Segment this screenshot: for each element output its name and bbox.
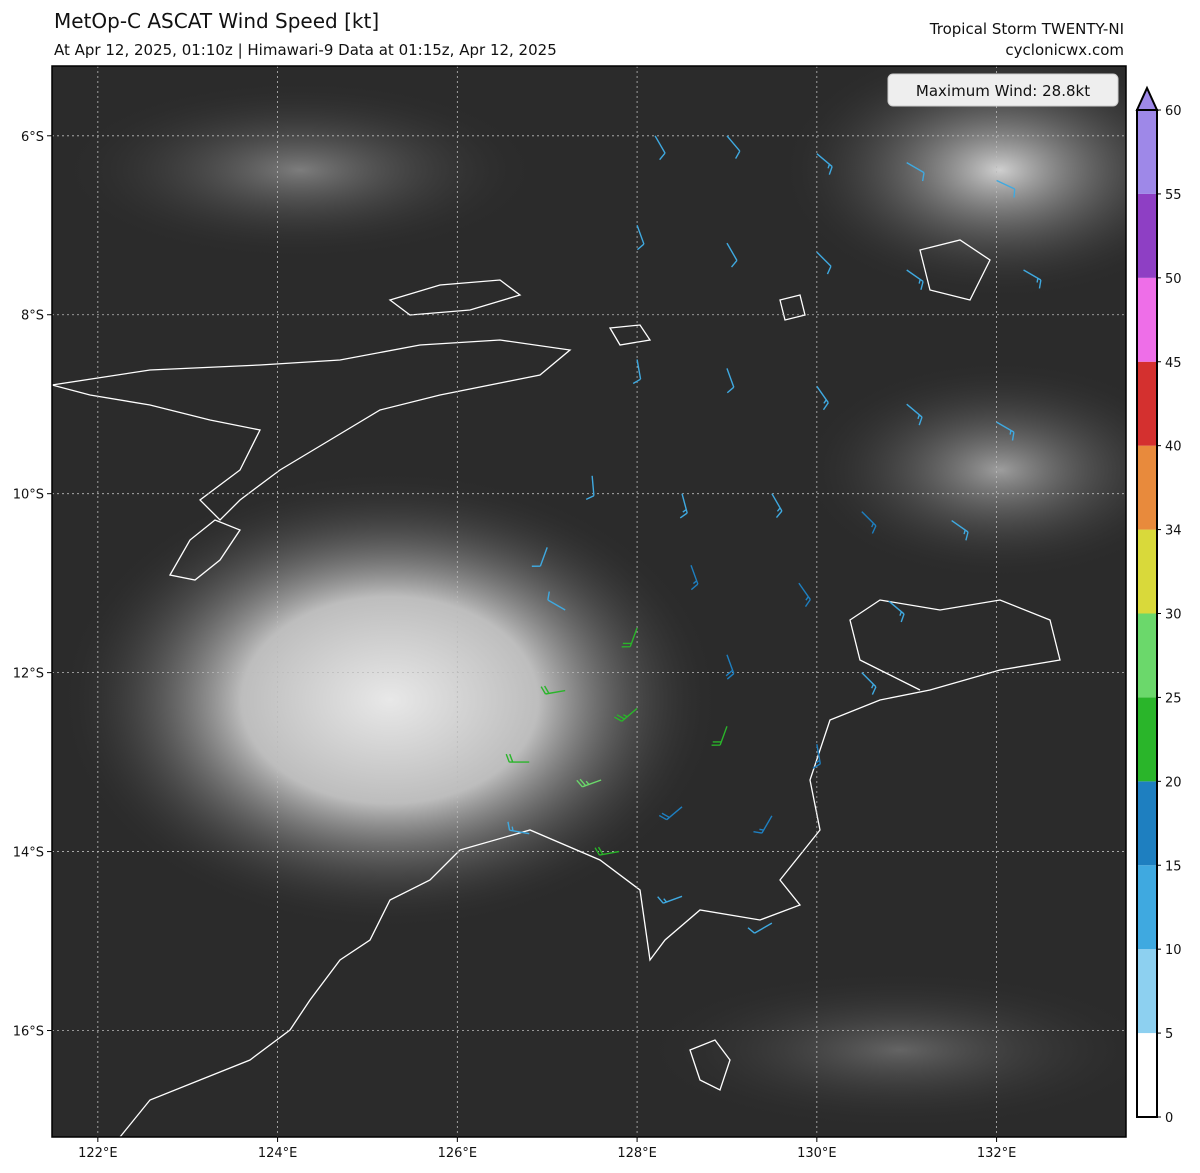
colorbar-label: 50 bbox=[1165, 272, 1182, 287]
wind-barb bbox=[540, 685, 566, 695]
colorbar-segment bbox=[1137, 529, 1157, 614]
x-tick-label: 124°E bbox=[258, 1146, 298, 1161]
colorbar-segment bbox=[1137, 361, 1157, 446]
colorbar-segment bbox=[1137, 110, 1157, 194]
wind-barb bbox=[726, 135, 741, 159]
wind-barb bbox=[906, 269, 924, 290]
wind-barb bbox=[861, 672, 877, 695]
colorbar-label: 20 bbox=[1165, 775, 1182, 790]
colorbar-segment bbox=[1137, 445, 1157, 530]
colorbar-label: 15 bbox=[1165, 859, 1182, 874]
colorbar-segment bbox=[1137, 865, 1157, 950]
wind-barb bbox=[798, 582, 811, 607]
wind-barb bbox=[888, 600, 905, 623]
colorbar-segment bbox=[1137, 613, 1157, 698]
colorbar-label: 34 bbox=[1165, 524, 1182, 539]
colorbar-label: 25 bbox=[1165, 691, 1182, 706]
wind-barb bbox=[771, 493, 783, 519]
storm-name: Tropical Storm TWENTY-NI bbox=[929, 20, 1124, 38]
wind-barb bbox=[906, 403, 923, 426]
wind-barb bbox=[753, 815, 773, 834]
wind-barb bbox=[951, 519, 969, 541]
map-frame bbox=[51, 65, 1127, 1138]
y-tick-label: 6°S bbox=[21, 130, 44, 145]
wind-barb bbox=[816, 153, 833, 175]
wind-barb bbox=[861, 511, 877, 534]
wind-barb bbox=[658, 806, 683, 821]
colorbar-extend bbox=[1135, 85, 1159, 111]
x-tick-label: 122°E bbox=[78, 1146, 118, 1161]
wind-barb bbox=[726, 368, 735, 394]
colorbar-segment bbox=[1137, 781, 1157, 866]
wind-barb bbox=[585, 475, 595, 501]
wind-barb bbox=[996, 421, 1015, 441]
wind-barb bbox=[507, 821, 530, 835]
satellite-image bbox=[52, 66, 1126, 1137]
colorbar-label: 5 bbox=[1165, 1027, 1173, 1042]
wind-barb bbox=[621, 627, 638, 648]
wind-barb bbox=[654, 135, 666, 161]
x-tick-label: 130°E bbox=[797, 1146, 837, 1161]
wind-barb bbox=[679, 493, 688, 519]
wind-barb bbox=[690, 565, 699, 591]
y-tick-label: 10°S bbox=[13, 488, 44, 503]
wind-barb bbox=[996, 179, 1016, 198]
annotation: Maximum Wind: 28.8kt bbox=[916, 82, 1090, 100]
colorbar-segment bbox=[1137, 193, 1157, 278]
y-tick-label: 14°S bbox=[13, 846, 44, 861]
x-tick-label: 132°E bbox=[977, 1146, 1017, 1161]
wind-barb bbox=[1023, 269, 1042, 289]
y-tick-label: 16°S bbox=[13, 1025, 44, 1040]
wind-barb bbox=[636, 225, 645, 251]
colorbar-label: 45 bbox=[1165, 356, 1182, 371]
chart-title: MetOp-C ASCAT Wind Speed [kt] bbox=[54, 9, 379, 33]
colorbar-label: 60 bbox=[1165, 104, 1182, 119]
colorbar-label: 0 bbox=[1165, 1111, 1173, 1126]
source: cyclonicwx.com bbox=[1005, 41, 1124, 59]
wind-barb bbox=[816, 385, 829, 411]
colorbar-label: 55 bbox=[1165, 188, 1182, 203]
wind-barb bbox=[906, 162, 925, 182]
wind-barb bbox=[816, 251, 832, 275]
y-tick-label: 8°S bbox=[21, 309, 44, 324]
wind-barb bbox=[531, 547, 548, 567]
chart-subtitle: At Apr 12, 2025, 01:10z | Himawari-9 Dat… bbox=[54, 41, 557, 59]
wind-barb bbox=[726, 242, 738, 268]
wind-barb bbox=[576, 778, 602, 788]
colorbar-label: 30 bbox=[1165, 608, 1182, 623]
wind-barb bbox=[613, 707, 638, 722]
colorbar-segment bbox=[1137, 277, 1157, 362]
x-tick-label: 126°E bbox=[438, 1146, 478, 1161]
coastlines bbox=[52, 239, 1061, 1137]
wind-barb bbox=[711, 726, 728, 746]
colorbar-segment bbox=[1137, 1033, 1157, 1117]
x-tick-label: 128°E bbox=[617, 1146, 657, 1161]
colorbar-label: 40 bbox=[1165, 440, 1182, 455]
colorbar-segment bbox=[1137, 949, 1157, 1034]
wind-barb bbox=[632, 359, 642, 385]
colorbar-segment bbox=[1137, 697, 1157, 782]
wind-barb bbox=[547, 591, 566, 611]
wind-barb bbox=[747, 922, 773, 934]
wind-barb bbox=[657, 895, 683, 904]
wind-barb bbox=[594, 846, 620, 856]
wind-barb bbox=[725, 654, 735, 680]
annotation-box bbox=[887, 73, 1119, 107]
colorbar-label: 10 bbox=[1165, 943, 1182, 958]
y-tick-label: 12°S bbox=[13, 667, 44, 682]
wind-barb bbox=[505, 753, 530, 763]
wind-barb bbox=[812, 744, 821, 769]
